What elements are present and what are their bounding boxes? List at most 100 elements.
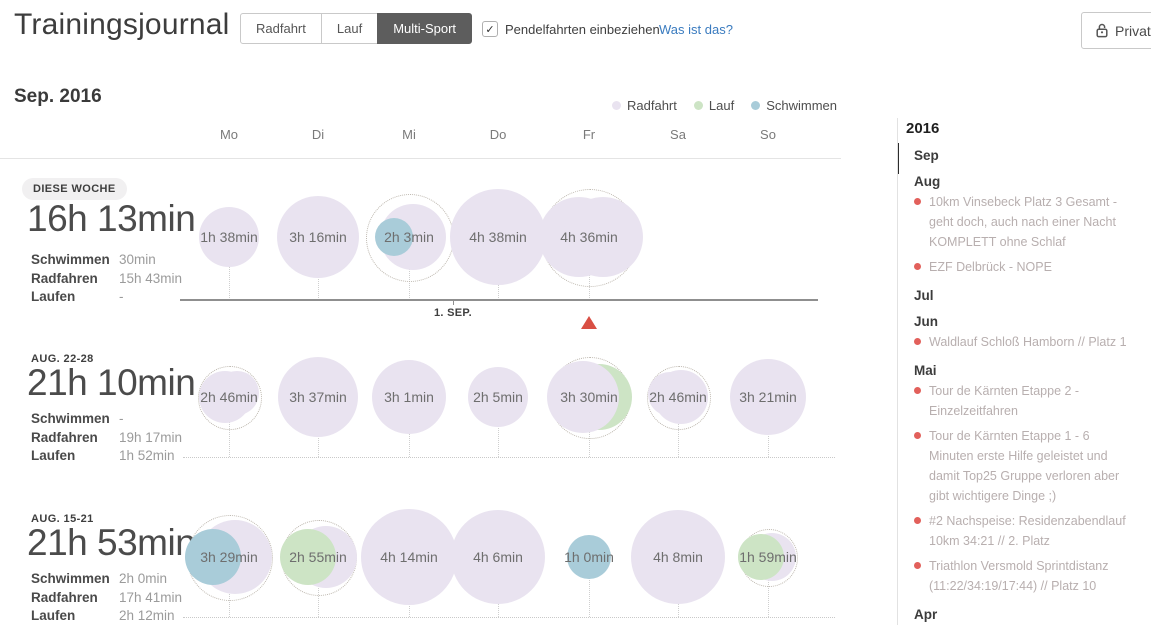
lauf-activity-bubble[interactable] (280, 529, 336, 585)
sidebar-activity-item[interactable]: #2 Nachspeise: Residenzabendlauf 10km 34… (914, 511, 1137, 551)
lock-icon (1096, 23, 1108, 38)
today-marker-icon (581, 316, 597, 329)
sidebar-activity-item[interactable]: Waldlauf Schloß Hamborn // Platz 1 (914, 332, 1137, 352)
header-divider (0, 158, 841, 159)
sidebar-activity-item[interactable]: Tour de Kärnten Etappe 1 - 6 Minuten ers… (914, 426, 1137, 506)
sidebar-month-mai[interactable]: Mai (914, 363, 937, 378)
bubble-guide-line (498, 397, 499, 457)
activity-item-text: Tour de Kärnten Etappe 1 - 6 Minuten ers… (929, 429, 1120, 503)
stat-row: Radfahren 17h 41min (31, 589, 182, 608)
month-start-label: 1. SEP. (434, 307, 472, 319)
activity-bullet-icon (914, 562, 921, 569)
week-stats: Schwimmen - Radfahren 19h 17min Laufen 1h 52m… (31, 410, 182, 466)
activity-item-text: 10km Vinsebeck Platz 3 Gesamt - geht doc… (929, 195, 1118, 249)
legend-item: Schwimmen (751, 98, 837, 113)
activity-bullet-icon (914, 263, 921, 270)
sidebar-month-apr[interactable]: Apr (914, 607, 938, 622)
stat-value: 17h 41min (119, 589, 183, 605)
activity-duration-label: 2h 46min (200, 389, 258, 405)
activity-duration-label: 4h 14min (380, 549, 438, 565)
legend: Radfahrt Lauf Schwimmen (612, 98, 837, 113)
stat-label: Laufen (31, 608, 76, 623)
activity-duration-label: 2h 3min (384, 229, 434, 245)
sidebar-activity-item[interactable]: 10km Vinsebeck Platz 3 Gesamt - geht doc… (914, 192, 1137, 252)
sidebar-month-jun[interactable]: Jun (914, 314, 939, 329)
stat-row: Laufen 2h 12min (31, 607, 182, 625)
activity-duration-label: 2h 46min (649, 389, 707, 405)
radfahrt-activity-bubble[interactable] (278, 357, 358, 437)
radfahrt-activity-bubble[interactable] (215, 371, 259, 415)
bubble-guide-line (589, 557, 590, 617)
sidebar-month-sep[interactable]: Sep (914, 148, 939, 163)
radfahrt-activity-bubble[interactable] (631, 510, 725, 604)
stat-label: Radfahren (31, 270, 98, 286)
sport-filter-group: Radfahrt Lauf Multi-Sport (240, 13, 473, 44)
radfahrt-activity-bubble[interactable] (547, 361, 619, 433)
stat-value: 19h 17min (119, 429, 183, 445)
radfahrt-activity-bubble[interactable] (361, 509, 457, 605)
stat-label: Schwimmen (31, 411, 110, 426)
commute-checkbox[interactable]: ✓ (482, 21, 498, 37)
activity-item-text: Waldlauf Schloß Hamborn // Platz 1 (929, 335, 1127, 349)
radfahrt-activity-bubble[interactable] (372, 360, 446, 434)
sidebar-month-jul[interactable]: Jul (914, 288, 934, 303)
stat-row: Schwimmen 30min (31, 251, 182, 270)
activity-duration-label: 3h 30min (560, 389, 618, 405)
legend-label: Schwimmen (766, 98, 837, 113)
filter-button-radfahrt[interactable]: Radfahrt (240, 13, 322, 44)
week-baseline (183, 617, 835, 618)
activity-bullet-icon (914, 338, 921, 345)
day-header-mo: Mo (219, 127, 239, 142)
bubble-guide-line (229, 237, 230, 300)
commute-checkbox-group[interactable]: ✓ Pendelfahrten einbeziehen (482, 21, 660, 37)
stat-row: Radfahren 19h 17min (31, 429, 182, 448)
schwimmen-activity-bubble[interactable] (185, 529, 241, 585)
sidebar-activity-item[interactable]: Tour de Kärnten Etappe 2 - Einzelzeitfah… (914, 381, 1137, 421)
legend-label: Lauf (708, 98, 735, 113)
sidebar-activity-item[interactable]: EZF Delbrück - NOPE (914, 257, 1137, 277)
activity-bullet-icon (914, 432, 921, 439)
week-stats: Schwimmen 2h 0min Radfahren 17h 41min Laufen… (31, 570, 182, 625)
sidebar-month-aug[interactable]: Aug (914, 174, 941, 189)
radfahrt-activity-bubble[interactable] (654, 370, 708, 424)
help-link[interactable]: Was ist das? (659, 22, 733, 37)
radfahrt-activity-bubble[interactable] (468, 367, 528, 427)
stat-row: Laufen - (31, 288, 182, 307)
week-range-label: DIESE WOCHE (22, 178, 127, 200)
filter-button-lauf[interactable]: Lauf (320, 13, 379, 44)
radfahrt-activity-bubble[interactable] (451, 510, 545, 604)
stat-label: Radfahren (31, 429, 98, 445)
radfahrt-activity-bubble[interactable] (277, 196, 359, 278)
activity-duration-label: 3h 29min (200, 549, 258, 565)
schwimmen-activity-bubble[interactable] (567, 535, 611, 579)
activity-duration-label: 4h 36min (560, 229, 618, 245)
stat-label: Schwimmen (31, 252, 110, 267)
radfahrt-activity-bubble[interactable] (563, 197, 643, 277)
activity-duration-label: 1h 59min (739, 549, 797, 565)
stat-value: 1h 52min (119, 448, 175, 463)
lauf-activity-bubble[interactable] (738, 534, 784, 580)
activity-item-text: EZF Delbrück - NOPE (929, 260, 1052, 274)
stat-row: Laufen 1h 52min (31, 447, 182, 466)
day-header-do: Do (489, 127, 507, 142)
radfahrt-activity-bubble[interactable] (450, 189, 546, 285)
radfahrt-activity-bubble[interactable] (199, 207, 259, 267)
schwimmen-activity-bubble[interactable] (375, 218, 413, 256)
stat-label: Schwimmen (31, 571, 110, 586)
radfahrt-activity-bubble[interactable] (730, 359, 806, 435)
activity-item-text: #2 Nachspeise: Residenzabendlauf 10km 34… (929, 514, 1126, 548)
bubble-guide-line (768, 557, 769, 617)
sidebar-months: Sep Aug 10km Vinsebeck Platz 3 Gesamt - ge… (906, 148, 1151, 625)
filter-button-multi-sport[interactable]: Multi-Sport (377, 13, 473, 44)
stat-label: Laufen (31, 448, 76, 463)
week-total: 21h 53min (27, 522, 196, 563)
activity-item-text: Triathlon Versmold Sprintdistanz (11:22/… (929, 559, 1109, 593)
week-stats: Schwimmen 30min Radfahren 15h 43min Laufen - (31, 251, 182, 307)
radfahrt-legend-dot (612, 101, 621, 110)
activity-bullet-icon (914, 517, 921, 524)
activity-duration-label: 1h 0min (564, 549, 614, 565)
stat-value: 15h 43min (119, 270, 183, 286)
privacy-button[interactable]: Privat (1081, 12, 1151, 49)
sidebar-activity-item[interactable]: Triathlon Versmold Sprintdistanz (11:22/… (914, 556, 1137, 596)
schwimmen-legend-dot (751, 101, 761, 110)
